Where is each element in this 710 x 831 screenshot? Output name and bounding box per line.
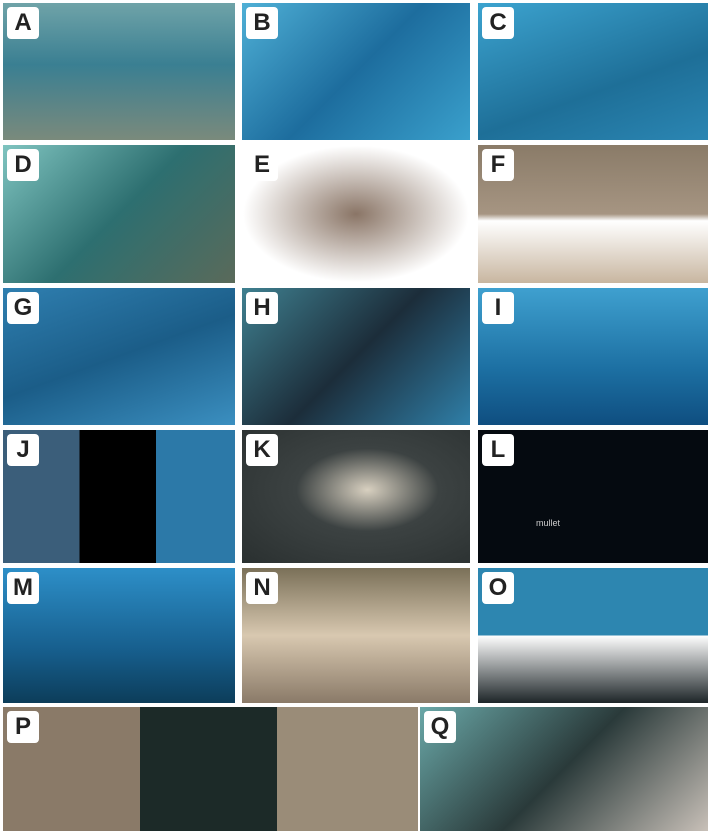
panel-label: D [7,149,39,181]
image-panel: M [3,568,235,703]
panel-label: H [246,292,278,324]
panel-label: J [7,434,39,466]
panel-label: F [482,149,514,181]
image-panel: H [242,288,470,425]
image-panel: O [478,568,708,703]
panel-label: E [246,149,278,181]
panel-label: A [7,7,39,39]
image-panel: A [3,3,235,140]
image-panel: K [242,430,470,563]
image-panel: F [478,145,708,283]
panel-label: Q [424,711,456,743]
image-panel: J [3,430,235,563]
image-panel: G [3,288,235,425]
image-panel: N [242,568,470,703]
panel-label: B [246,7,278,39]
image-panel: Q [420,707,708,831]
panel-label: M [7,572,39,604]
image-panel: C [478,3,708,140]
image-panel: D [3,145,235,283]
panel-label: O [482,572,514,604]
image-panel: E [242,145,470,283]
panel-label: K [246,434,278,466]
panel-label: C [482,7,514,39]
image-panel: P [3,707,418,831]
panel-label: N [246,572,278,604]
image-panel: I [478,288,708,425]
panel-label: L [482,434,514,466]
panel-label: I [482,292,514,324]
caption: mullet [536,518,561,528]
panel-label: P [7,711,39,743]
panel-label: G [7,292,39,324]
image-panel: B [242,3,470,140]
